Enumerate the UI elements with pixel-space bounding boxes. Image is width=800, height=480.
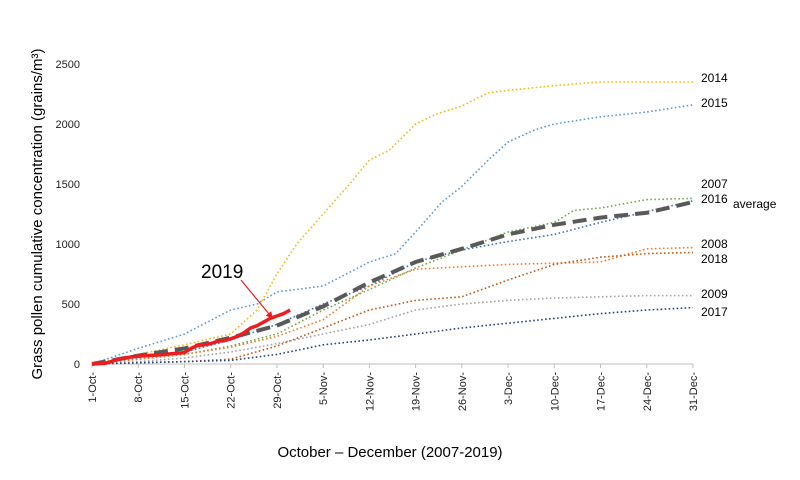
- x-tick-label: 29-Oct-: [272, 372, 284, 409]
- series-label-2008: 2008: [701, 237, 728, 251]
- y-tick-label: 1000: [56, 239, 80, 251]
- annotation: 2019: [201, 262, 274, 320]
- x-tick-label: 15-Oct-: [179, 372, 191, 409]
- x-tick-label: 8-Oct-: [133, 372, 145, 403]
- x-tick-label: 10-Dec-: [549, 372, 561, 411]
- x-tick-label: 3-Dec-: [503, 372, 515, 405]
- y-tick-label: 0: [74, 359, 80, 371]
- series-line-2017: [91, 306, 694, 365]
- series-label-2009: 2009: [701, 287, 728, 301]
- y-tick-label: 500: [62, 299, 80, 311]
- annotation-label-2019: 2019: [201, 262, 243, 283]
- x-axis-ticks: 1-Oct- 8-Oct- 15-Oct- 22-Oct- 29-Oct- 5-Nov- 1…: [87, 364, 700, 411]
- y-axis-ticks: 0 500 1000 1500 2000 2500: [56, 59, 80, 371]
- series-label-2014: 2014: [701, 71, 728, 85]
- x-tick-label: 12-Nov-: [364, 372, 376, 411]
- series-label-2016: 2016: [701, 192, 728, 206]
- x-tick-label: 1-Oct-: [87, 372, 99, 403]
- x-tick-label: 5-Nov-: [318, 372, 330, 405]
- x-tick-label: 22-Oct-: [226, 372, 238, 409]
- x-tick-label: 26-Nov-: [457, 372, 469, 411]
- x-tick-label: 24-Dec-: [642, 372, 654, 411]
- series-line-2008: [91, 246, 694, 365]
- y-tick-label: 2500: [56, 59, 80, 71]
- series-line-2015: [91, 104, 694, 365]
- x-tick-label: 31-Dec-: [688, 372, 700, 411]
- series-label-2015: 2015: [701, 96, 728, 110]
- series-line-2016: [91, 200, 694, 365]
- y-axis-title: Grass pollen cumulative concentration (g…: [29, 49, 46, 380]
- series-label-2018: 2018: [701, 252, 728, 266]
- series-line-2009: [91, 294, 693, 365]
- annotation-arrowhead: [265, 311, 273, 319]
- y-tick-label: 2000: [56, 119, 80, 131]
- annotation-arrow: [240, 279, 274, 320]
- x-axis-title: October – December (2007-2019): [277, 444, 502, 461]
- series-label-average: average: [733, 197, 777, 211]
- series-label-2017: 2017: [701, 305, 728, 319]
- y-tick-label: 1500: [56, 179, 80, 191]
- x-tick-label: 17-Dec-: [596, 372, 608, 411]
- series-line-2014: [91, 81, 693, 365]
- series-line-2007: [91, 197, 694, 365]
- series-line-average: [91, 200, 694, 366]
- series-label-2007: 2007: [701, 177, 728, 191]
- series-line-2019: [91, 308, 291, 366]
- series-layer: [91, 81, 694, 366]
- x-tick-label: 19-Nov-: [411, 372, 423, 411]
